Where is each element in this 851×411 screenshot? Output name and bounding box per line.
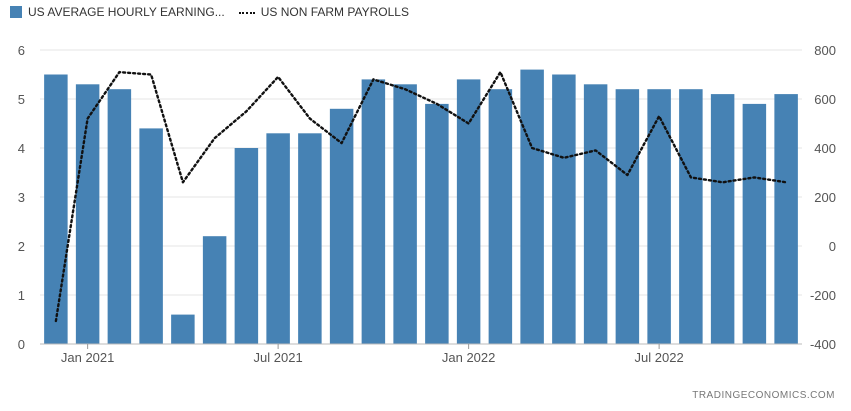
legend-item-hourly-earnings[interactable]: US AVERAGE HOURLY EARNING... [10, 5, 225, 19]
payrolls-point [562, 156, 566, 160]
payrolls-point [594, 148, 598, 152]
y-left-tick-label: 0 [18, 337, 25, 352]
bar [583, 84, 608, 345]
bar [171, 314, 195, 344]
payrolls-point [530, 146, 534, 150]
y-left-tick-label: 4 [18, 141, 25, 156]
x-tick-label: Jan 2021 [61, 350, 115, 365]
payrolls-point [752, 175, 756, 179]
bar [361, 79, 386, 345]
y-left-tick-label: 3 [18, 190, 25, 205]
y-right-tick-label: -200 [810, 288, 836, 303]
bar [774, 94, 798, 344]
bar-swatch-icon [10, 6, 22, 18]
payrolls-point [86, 117, 90, 121]
legend-label-hourly-earnings: US AVERAGE HOURLY EARNING... [28, 5, 225, 19]
bar [710, 94, 735, 344]
bar [742, 103, 767, 345]
payrolls-point [403, 87, 407, 91]
payrolls-point [498, 70, 502, 74]
bar [107, 89, 132, 344]
x-tick-label: Jul 2021 [254, 350, 303, 365]
payrolls-point [435, 102, 439, 106]
bar [266, 133, 290, 344]
legend-item-nonfarm-payrolls[interactable]: US NON FARM PAYROLLS [238, 5, 409, 19]
source-watermark: TRADINGECONOMICS.COM [692, 390, 835, 401]
y-left-tick-label: 2 [18, 239, 25, 254]
payrolls-point [625, 173, 629, 177]
payrolls-point [276, 75, 280, 79]
payrolls-point [181, 180, 185, 184]
bar [44, 74, 68, 344]
payrolls-point [689, 175, 693, 179]
y-right-tick-label: 0 [829, 239, 836, 254]
bar [202, 236, 227, 344]
payrolls-point [371, 77, 375, 81]
payrolls-point [721, 180, 725, 184]
x-tick-label: Jul 2022 [635, 350, 684, 365]
bar [552, 74, 576, 344]
payrolls-point [784, 180, 788, 184]
payrolls-point [308, 117, 312, 121]
y-right-tick-label: 200 [814, 190, 836, 205]
bar [520, 69, 544, 344]
bar [139, 128, 163, 344]
dotted-line-swatch-icon [238, 11, 255, 14]
legend-label-nonfarm-payrolls: US NON FARM PAYROLLS [260, 5, 409, 19]
chart-legend: US AVERAGE HOURLY EARNING... US NON FARM… [10, 5, 409, 19]
y-left-tick-label: 5 [18, 92, 25, 107]
y-left-tick-label: 1 [18, 288, 25, 303]
bar [393, 84, 417, 345]
bar [75, 84, 100, 345]
bar [488, 89, 513, 344]
y-right-tick-label: -400 [810, 337, 836, 352]
payrolls-point [117, 70, 121, 74]
payrolls-point [340, 141, 344, 145]
bar [425, 103, 449, 345]
payrolls-point [467, 122, 471, 126]
bar [234, 148, 259, 344]
y-right-tick-label: 800 [814, 43, 836, 58]
y-right-tick-label: 400 [814, 141, 836, 156]
payrolls-line [54, 70, 788, 323]
bar [298, 133, 322, 344]
payrolls-point [244, 109, 248, 113]
payrolls-point [213, 136, 217, 140]
bar [679, 89, 703, 344]
y-right-tick-label: 600 [814, 92, 836, 107]
payrolls-point [149, 73, 153, 77]
x-tick-label: Jan 2022 [442, 350, 496, 365]
bar [615, 89, 640, 344]
bar [647, 89, 671, 344]
y-left-tick-label: 6 [18, 43, 25, 58]
payrolls-point [657, 114, 661, 118]
bar [329, 108, 354, 344]
bar [456, 79, 481, 345]
payrolls-point [54, 319, 58, 323]
